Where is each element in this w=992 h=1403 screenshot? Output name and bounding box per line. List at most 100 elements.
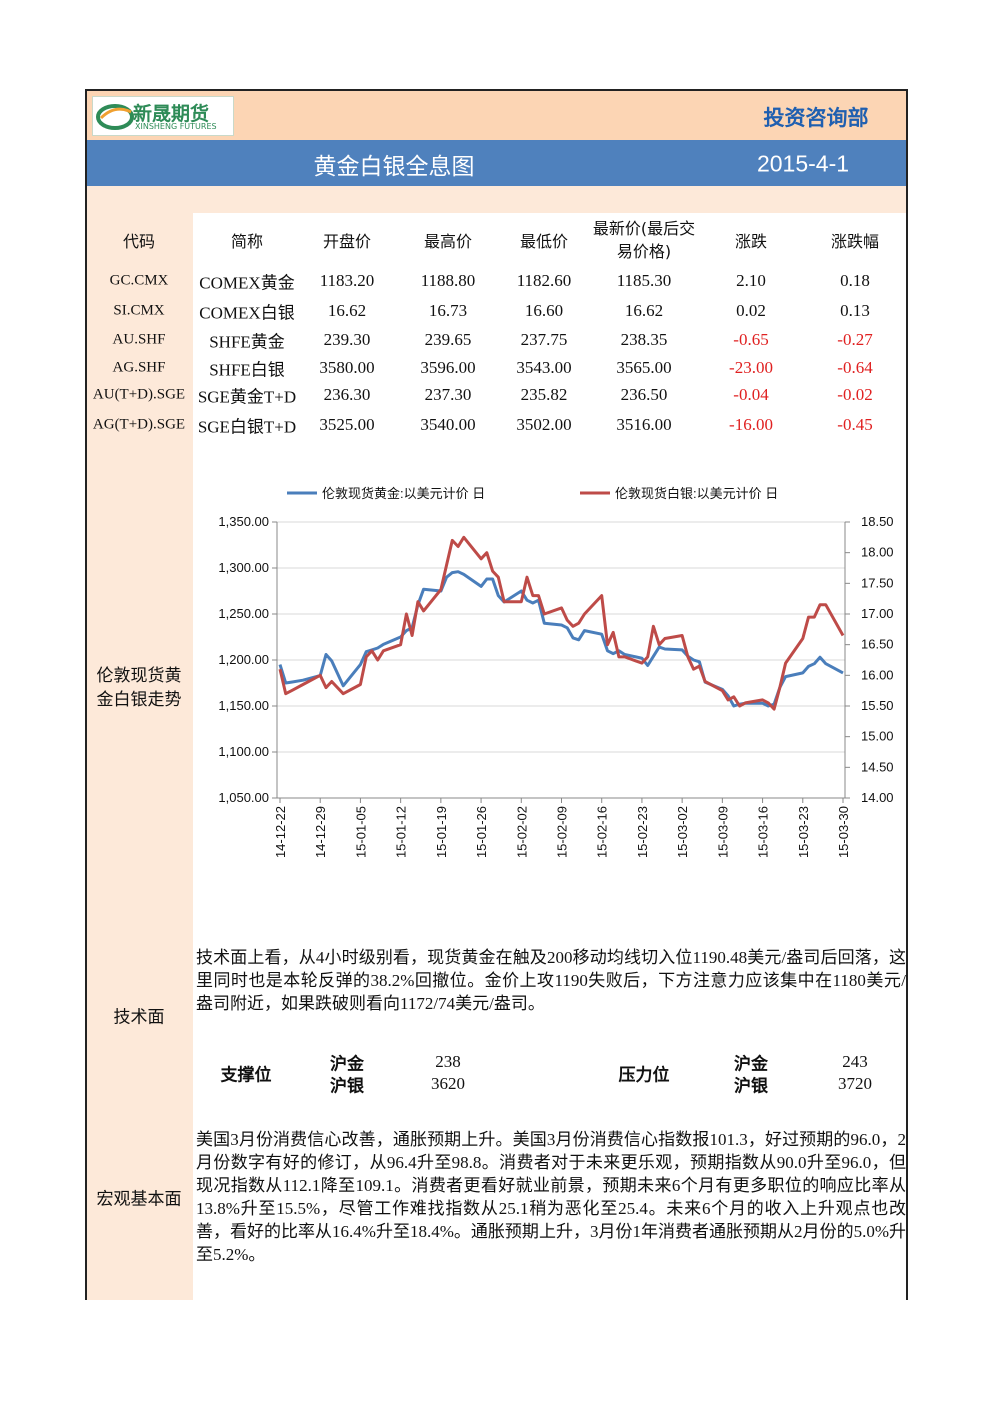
table-cell: 239.30 <box>323 330 371 349</box>
logo-subtitle: XINSHENG FUTURES <box>135 122 217 131</box>
x-tick-label: 14-12-29 <box>313 806 328 858</box>
technical-label: 技术面 <box>113 1007 165 1027</box>
series-line <box>278 535 845 711</box>
chart-label: 伦敦现货黄金白银走势 <box>96 666 182 709</box>
table-cell: AG(T+D).SGE <box>92 416 186 433</box>
table-cell: COMEX白银 <box>199 303 295 323</box>
column-header: 最高价 <box>423 232 473 251</box>
table-cell: 3516.00 <box>616 415 672 434</box>
y2-tick-label: 17.50 <box>861 575 894 590</box>
column-header: 简称 <box>230 232 264 251</box>
table-cell: AG.SHF <box>112 359 166 376</box>
table-cell: 2.10 <box>736 271 766 290</box>
y2-tick-label: 16.50 <box>861 637 894 652</box>
x-tick-label: 14-12-22 <box>273 806 288 858</box>
table-cell: -0.27 <box>837 330 873 349</box>
table-cell: 3580.00 <box>319 358 375 377</box>
logo-swoosh <box>99 107 132 120</box>
table-cell: SHFE白银 <box>209 360 285 380</box>
column-header: 涨跌幅 <box>830 232 880 251</box>
frame-top <box>86 89 908 91</box>
title-bar <box>86 140 907 186</box>
table-cell: SGE黄金T+D <box>197 387 297 407</box>
x-tick-label: 15-03-09 <box>715 806 730 858</box>
level-value: 3720 <box>838 1074 872 1093</box>
table-cell: GC.CMX <box>109 272 169 289</box>
table-cell: 237.30 <box>424 385 472 404</box>
table-cell: 0.18 <box>840 271 870 290</box>
x-tick-label: 15-01-19 <box>434 806 449 858</box>
y2-tick-label: 15.00 <box>861 729 894 744</box>
level-value: 238 <box>435 1052 461 1071</box>
column-header: 涨跌 <box>734 232 768 251</box>
x-tick-label: 15-01-26 <box>474 806 489 858</box>
resistance-label: 压力位 <box>618 1065 670 1086</box>
table-cell: 16.60 <box>524 301 564 320</box>
level-name: 沪银 <box>330 1076 364 1097</box>
table-cell: SI.CMX <box>113 302 165 319</box>
x-tick-label: 15-03-30 <box>836 806 851 858</box>
table-cell: 1183.20 <box>319 271 375 290</box>
x-tick-label: 15-03-16 <box>756 806 771 858</box>
table-cell: -0.02 <box>837 385 873 404</box>
y2-tick-label: 18.50 <box>861 514 894 529</box>
table-cell: 236.30 <box>323 385 371 404</box>
chart: 1,050.00 1,100.00 1,150.00 1,200.00 1,250.00… <box>218 486 894 858</box>
series-line <box>278 570 844 708</box>
x-tick-label: 15-02-16 <box>595 806 610 858</box>
y-tick-label: 1,350.00 <box>218 514 269 529</box>
y2-tick-label: 17.00 <box>861 606 894 621</box>
table-cell: 16.62 <box>327 301 367 320</box>
y-tick-label: 1,050.00 <box>218 790 269 805</box>
table-cell: AU(T+D).SGE <box>92 386 186 403</box>
frame-left <box>85 89 87 1300</box>
macro-text: 美国3月份消费信心改善，通胀预期上升。美国3月份消费信心指数报101.3，好过预… <box>196 1130 906 1264</box>
table-cell: -23.00 <box>729 358 773 377</box>
y2-tick-label: 15.50 <box>861 698 894 713</box>
table-cell: 238.35 <box>620 330 668 349</box>
table-cell: 3565.00 <box>616 358 672 377</box>
column-header: 开盘价 <box>322 232 372 251</box>
table-cell: 16.73 <box>428 301 468 320</box>
table-cell: 236.50 <box>620 385 668 404</box>
table-cell: 3543.00 <box>516 358 572 377</box>
table-cell: -0.45 <box>837 415 873 434</box>
table-cell: 237.75 <box>520 330 568 349</box>
y2-tick-label: 16.00 <box>861 667 894 682</box>
department: 投资咨询部 <box>763 106 869 130</box>
table-cell: 3502.00 <box>516 415 572 434</box>
logo: 新晟期货 XINSHENG FUTURES <box>92 96 234 136</box>
column-header: 最低价 <box>519 232 569 251</box>
x-tick-label: 15-01-12 <box>394 806 409 858</box>
legend-label: 伦敦现货黄金:以美元计价 日 <box>322 486 485 501</box>
table-cell: 0.02 <box>736 301 766 320</box>
level-name: 沪银 <box>734 1076 768 1097</box>
macro-label: 宏观基本面 <box>96 1189 182 1209</box>
support-label: 支撑位 <box>220 1065 272 1086</box>
table-cell: SHFE黄金 <box>209 332 285 352</box>
frame-right <box>906 89 908 1300</box>
spacer-band <box>86 186 907 213</box>
x-tick-label: 15-02-02 <box>514 806 529 858</box>
y-tick-label: 1,100.00 <box>218 744 269 759</box>
table-cell: AU.SHF <box>112 331 166 348</box>
x-tick-label: 15-01-05 <box>353 806 368 858</box>
table-cell: 3596.00 <box>420 358 476 377</box>
level-value: 3620 <box>431 1074 465 1093</box>
legend-label: 伦敦现货白银:以美元计价 日 <box>615 486 778 501</box>
y-tick-label: 1,300.00 <box>218 560 269 575</box>
table-cell: -0.64 <box>837 358 873 377</box>
column-header: 最新价(最后交易价格) <box>592 219 696 261</box>
table-cell: -16.00 <box>729 415 773 434</box>
column-header: 代码 <box>122 232 156 251</box>
logo-mark <box>96 104 134 130</box>
y2-tick-label: 14.50 <box>861 759 894 774</box>
technical-text: 技术面上看，从4小时级别看，现货黄金在触及200移动均线切入位1190.48美元… <box>196 948 906 1013</box>
table-cell: 239.65 <box>424 330 472 349</box>
y2-tick-label: 14.00 <box>861 790 894 805</box>
y-tick-label: 1,150.00 <box>218 698 269 713</box>
logo-name: 新晟期货 <box>133 103 210 125</box>
logo-ring <box>96 104 134 130</box>
table-cell: COMEX黄金 <box>199 273 295 293</box>
table-cell: 3540.00 <box>420 415 476 434</box>
